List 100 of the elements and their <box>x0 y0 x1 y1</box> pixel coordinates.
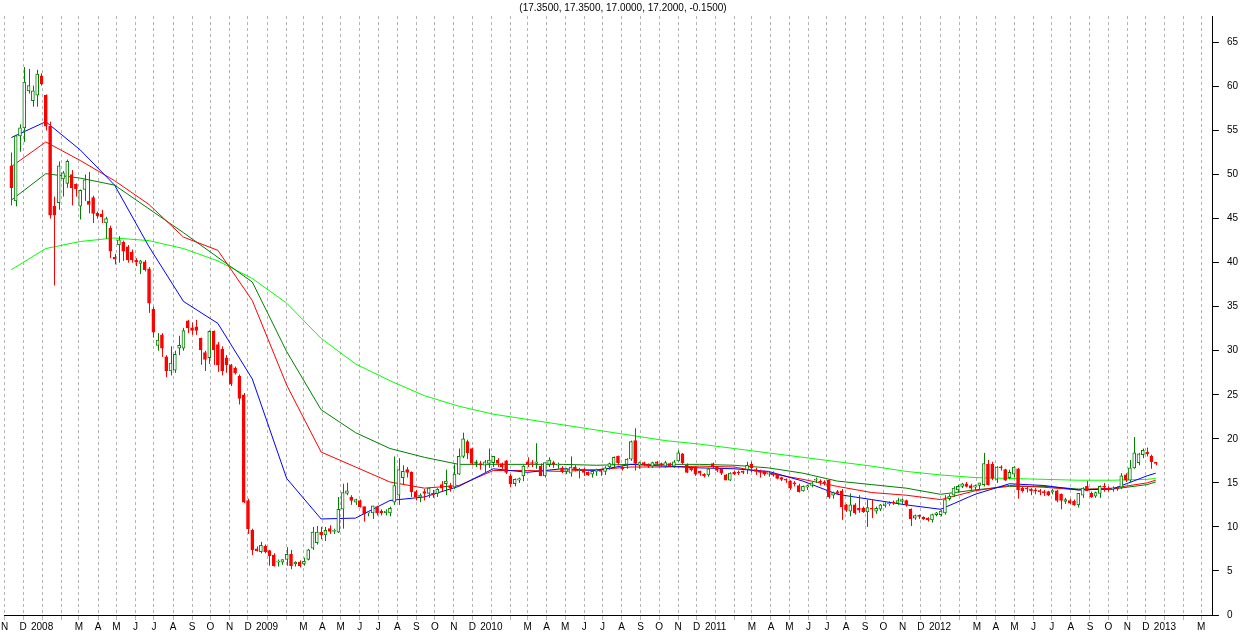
x-tick-label: A <box>992 620 1000 632</box>
x-tick-label: A <box>842 620 850 632</box>
x-tick-label: A <box>543 620 551 632</box>
x-tick-label: M <box>747 620 757 632</box>
x-tick-label: N <box>1123 620 1132 632</box>
y-tick-label: 40 <box>1226 256 1239 268</box>
x-tick-label: J <box>824 620 830 632</box>
x-tick-label: D <box>1142 620 1150 632</box>
candlestick <box>990 461 995 481</box>
x-tick-label: 2011 <box>704 620 727 632</box>
chart-title: (17.3500, 17.3500, 17.0000, 17.2000, -0.1500) <box>519 1 727 13</box>
x-tick-label: J <box>805 620 811 632</box>
candlestick <box>289 549 293 570</box>
x-tick-label: A <box>1067 620 1075 632</box>
x-tick-label: D <box>693 620 701 632</box>
x-tick-label: J <box>357 620 363 632</box>
x-tick-label: D <box>19 620 27 632</box>
x-tick-label: M <box>972 620 982 632</box>
candlestick <box>392 455 397 506</box>
x-tick-label: M <box>560 620 570 632</box>
x-tick-label: O <box>430 620 439 632</box>
x-tick-label: S <box>861 620 869 632</box>
x-tick-label: J <box>375 620 381 632</box>
x-tick-label: A <box>169 620 177 632</box>
x-tick-label: O <box>655 620 664 632</box>
x-tick-label: O <box>879 620 888 632</box>
x-tick-label: D <box>468 620 476 632</box>
x-tick-label: J <box>133 620 139 632</box>
x-tick-label: A <box>618 620 626 632</box>
x-tick-label: M <box>523 620 532 632</box>
x-tick-label: A <box>767 620 775 632</box>
y-tick-label: 55 <box>1226 124 1239 136</box>
x-tick-label: J <box>1030 620 1036 632</box>
candlestick <box>104 216 108 240</box>
candlestick <box>1106 485 1111 493</box>
x-tick-label: S <box>188 620 196 632</box>
candlestick <box>250 528 255 556</box>
x-tick-label: M <box>299 620 308 632</box>
y-tick-label: 5 <box>1226 564 1233 576</box>
y-tick-label: 65 <box>1226 36 1239 48</box>
candlestick <box>203 350 207 372</box>
candlestick <box>91 195 95 224</box>
x-tick-label: O <box>206 620 215 632</box>
x-tick-label: M <box>336 620 345 632</box>
y-tick-label: 30 <box>1226 344 1239 356</box>
candlestick <box>78 189 83 220</box>
x-tick-label: J <box>600 620 606 632</box>
x-tick-label: D <box>244 620 252 632</box>
candlestick <box>18 123 22 153</box>
x-tick-label: S <box>1086 620 1094 632</box>
candlestick <box>31 85 35 108</box>
candlestick <box>461 432 465 459</box>
x-tick-label: M <box>1197 620 1206 632</box>
y-tick-label: 35 <box>1226 300 1239 312</box>
y-tick-label: 15 <box>1226 476 1239 488</box>
candlestick <box>164 354 169 378</box>
candlestick <box>177 335 181 356</box>
candlestick <box>108 225 113 259</box>
x-tick-label: N <box>674 620 682 632</box>
x-tick-label: J <box>151 620 157 632</box>
candlestick <box>999 464 1003 472</box>
x-tick-label: M <box>1010 620 1019 632</box>
x-tick-label: M <box>112 620 121 632</box>
candlestick <box>986 459 990 487</box>
candlestick <box>173 350 177 374</box>
x-tick-label: N <box>450 620 458 632</box>
candlestick <box>1115 485 1119 492</box>
x-tick-label: D <box>917 620 925 632</box>
candlestick <box>121 240 126 262</box>
candlestick <box>487 448 491 469</box>
x-tick-label: M <box>785 620 794 632</box>
x-tick-label: O <box>1104 620 1113 632</box>
y-tick-label: 45 <box>1226 212 1239 224</box>
x-tick-label: J <box>581 620 587 632</box>
candlestick <box>220 345 224 376</box>
x-tick-label: A <box>94 620 102 632</box>
x-tick-label: N <box>898 620 907 632</box>
candlestick <box>61 170 65 198</box>
y-tick-label: 25 <box>1226 388 1239 400</box>
candlestick <box>314 525 319 546</box>
candlestick <box>1110 485 1115 493</box>
x-tick-label: N <box>225 620 234 632</box>
candlestick <box>869 499 874 519</box>
candlestick <box>891 499 896 506</box>
x-tick-label: 2013 <box>1153 620 1177 632</box>
y-tick-label: 60 <box>1226 80 1239 92</box>
x-tick-label: J <box>1049 620 1055 632</box>
x-tick-label: 2012 <box>928 620 952 632</box>
x-tick-label: A <box>319 620 327 632</box>
y-tick-label: 20 <box>1226 432 1239 444</box>
y-tick-label: 10 <box>1226 520 1239 532</box>
candlestick <box>456 448 461 476</box>
x-tick-label: 2008 <box>30 620 54 632</box>
x-tick-label: M <box>74 620 84 632</box>
x-tick-label: 2009 <box>255 620 279 632</box>
y-tick-label: 0 <box>1226 608 1233 620</box>
x-tick-label: A <box>393 620 401 632</box>
x-tick-label: S <box>637 620 645 632</box>
x-tick-label: 2010 <box>480 620 503 632</box>
x-tick-label: N <box>0 620 9 632</box>
